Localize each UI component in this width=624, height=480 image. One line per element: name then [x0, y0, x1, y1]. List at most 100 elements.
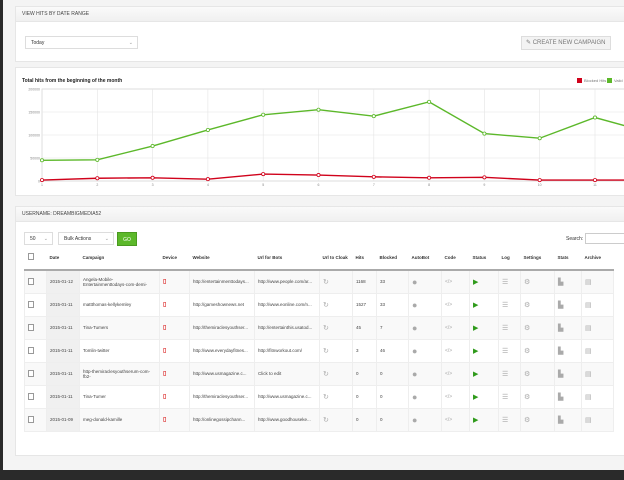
campaign-cell[interactable]: meg-donald-kamille: [79, 407, 160, 432]
campaign-cell[interactable]: mattthomas-kellykemley: [79, 292, 160, 317]
code-icon[interactable]: </>: [445, 416, 453, 423]
code-icon[interactable]: </>: [445, 301, 453, 308]
refresh-icon[interactable]: ↻: [323, 324, 329, 332]
website-cell[interactable]: http://themiraclesyouthser...: [189, 315, 255, 340]
log-cell[interactable]: ☰: [498, 315, 521, 340]
log-cell[interactable]: ☰: [498, 269, 521, 294]
bots-url-cell[interactable]: http://www.eonline.com/n...: [254, 292, 320, 317]
stats-cell[interactable]: ▙: [554, 292, 582, 317]
date-range-select[interactable]: Today ⌄: [25, 36, 138, 49]
autobot-cell[interactable]: ●: [408, 292, 442, 317]
code-cell[interactable]: </>: [441, 338, 470, 363]
autobot-cell[interactable]: ●: [408, 361, 442, 386]
website-cell[interactable]: http://gameshownews.net: [189, 292, 255, 317]
refresh-icon[interactable]: ↻: [323, 278, 329, 286]
status-cell[interactable]: ▶: [469, 384, 499, 409]
website-cell[interactable]: http://www.usmagazine.c...: [189, 361, 255, 386]
campaign-cell[interactable]: Angela-Mobile-Entertainmenttodays-com-de…: [79, 269, 160, 294]
archive-icon[interactable]: ▤: [585, 278, 592, 286]
row-checkbox[interactable]: [28, 415, 34, 423]
row-checkbox[interactable]: [28, 300, 34, 308]
archive-icon[interactable]: ▤: [585, 416, 592, 424]
column-header[interactable]: Settings: [520, 245, 555, 271]
archive-cell[interactable]: ▤: [581, 269, 614, 294]
code-icon[interactable]: </>: [445, 324, 453, 331]
settings-cell[interactable]: ⚙: [520, 338, 555, 363]
log-icon[interactable]: ☰: [502, 301, 509, 309]
column-header[interactable]: AutoBot: [408, 245, 442, 271]
gear-icon[interactable]: ⚙: [524, 324, 531, 332]
bar-chart-icon[interactable]: ▙: [558, 278, 564, 286]
play-icon[interactable]: ▶: [473, 347, 479, 355]
log-icon[interactable]: ☰: [502, 347, 509, 355]
row-checkbox-cell[interactable]: [24, 407, 47, 432]
campaign-cell[interactable]: Tina-Tumers: [79, 315, 160, 340]
android-icon[interactable]: ●: [412, 414, 418, 425]
cloak-cell[interactable]: ↻: [319, 407, 353, 432]
play-icon[interactable]: ▶: [473, 278, 479, 286]
website-cell[interactable]: http://www.everydayfitnes...: [189, 338, 255, 363]
column-header[interactable]: Status: [469, 245, 499, 271]
row-checkbox[interactable]: [28, 323, 34, 331]
android-icon[interactable]: ●: [412, 391, 418, 402]
refresh-icon[interactable]: ↻: [323, 393, 329, 401]
code-cell[interactable]: </>: [441, 269, 470, 294]
select-all-checkbox[interactable]: [24, 245, 47, 271]
bots-url-cell[interactable]: http://www.goodhouseke...: [254, 407, 320, 432]
bar-chart-icon[interactable]: ▙: [558, 393, 564, 401]
settings-cell[interactable]: ⚙: [520, 384, 555, 409]
stats-cell[interactable]: ▙: [554, 361, 582, 386]
website-cell[interactable]: http://onlinegossipchann...: [189, 407, 255, 432]
code-cell[interactable]: </>: [441, 292, 470, 317]
log-cell[interactable]: ☰: [498, 407, 521, 432]
gear-icon[interactable]: ⚙: [524, 416, 531, 424]
code-icon[interactable]: </>: [445, 278, 453, 285]
status-cell[interactable]: ▶: [469, 269, 499, 294]
status-cell[interactable]: ▶: [469, 407, 499, 432]
archive-icon[interactable]: ▤: [585, 393, 592, 401]
row-checkbox-cell[interactable]: [24, 315, 47, 340]
archive-cell[interactable]: ▤: [581, 361, 614, 386]
code-cell[interactable]: </>: [441, 361, 470, 386]
gear-icon[interactable]: ⚙: [524, 393, 531, 401]
refresh-icon[interactable]: ↻: [323, 370, 329, 378]
autobot-cell[interactable]: ●: [408, 315, 442, 340]
go-button[interactable]: GO: [117, 232, 137, 246]
archive-icon[interactable]: ▤: [585, 301, 592, 309]
archive-cell[interactable]: ▤: [581, 315, 614, 340]
row-checkbox-cell[interactable]: [24, 269, 47, 294]
code-cell[interactable]: </>: [441, 384, 470, 409]
android-icon[interactable]: ●: [412, 368, 418, 379]
column-header[interactable]: Url to Cloak: [319, 245, 353, 271]
archive-icon[interactable]: ▤: [585, 370, 592, 378]
column-header[interactable]: Stats: [554, 245, 582, 271]
create-campaign-button[interactable]: ✎ CREATE NEW CAMPAIGN: [521, 36, 611, 50]
play-icon[interactable]: ▶: [473, 416, 479, 424]
archive-cell[interactable]: ▤: [581, 292, 614, 317]
column-header[interactable]: Hits: [352, 245, 377, 271]
settings-cell[interactable]: ⚙: [520, 269, 555, 294]
archive-cell[interactable]: ▤: [581, 384, 614, 409]
log-icon[interactable]: ☰: [502, 278, 509, 286]
archive-icon[interactable]: ▤: [585, 324, 592, 332]
row-checkbox[interactable]: [28, 392, 34, 400]
bots-url-cell[interactable]: http://www.usmagazine.c...: [254, 384, 320, 409]
autobot-cell[interactable]: ●: [408, 338, 442, 363]
bots-url-cell[interactable]: http://entertainthis.usatod...: [254, 315, 320, 340]
bar-chart-icon[interactable]: ▙: [558, 324, 564, 332]
refresh-icon[interactable]: ↻: [323, 301, 329, 309]
settings-cell[interactable]: ⚙: [520, 292, 555, 317]
code-cell[interactable]: </>: [441, 407, 470, 432]
campaign-cell[interactable]: Tina-Tumer: [79, 384, 160, 409]
stats-cell[interactable]: ▙: [554, 269, 582, 294]
cloak-cell[interactable]: ↻: [319, 361, 353, 386]
log-cell[interactable]: ☰: [498, 292, 521, 317]
stats-cell[interactable]: ▙: [554, 315, 582, 340]
column-header[interactable]: Archive: [581, 245, 614, 271]
search-input[interactable]: [585, 233, 624, 244]
autobot-cell[interactable]: ●: [408, 269, 442, 294]
status-cell[interactable]: ▶: [469, 315, 499, 340]
android-icon[interactable]: ●: [412, 276, 418, 287]
refresh-icon[interactable]: ↻: [323, 416, 329, 424]
log-icon[interactable]: ☰: [502, 370, 509, 378]
